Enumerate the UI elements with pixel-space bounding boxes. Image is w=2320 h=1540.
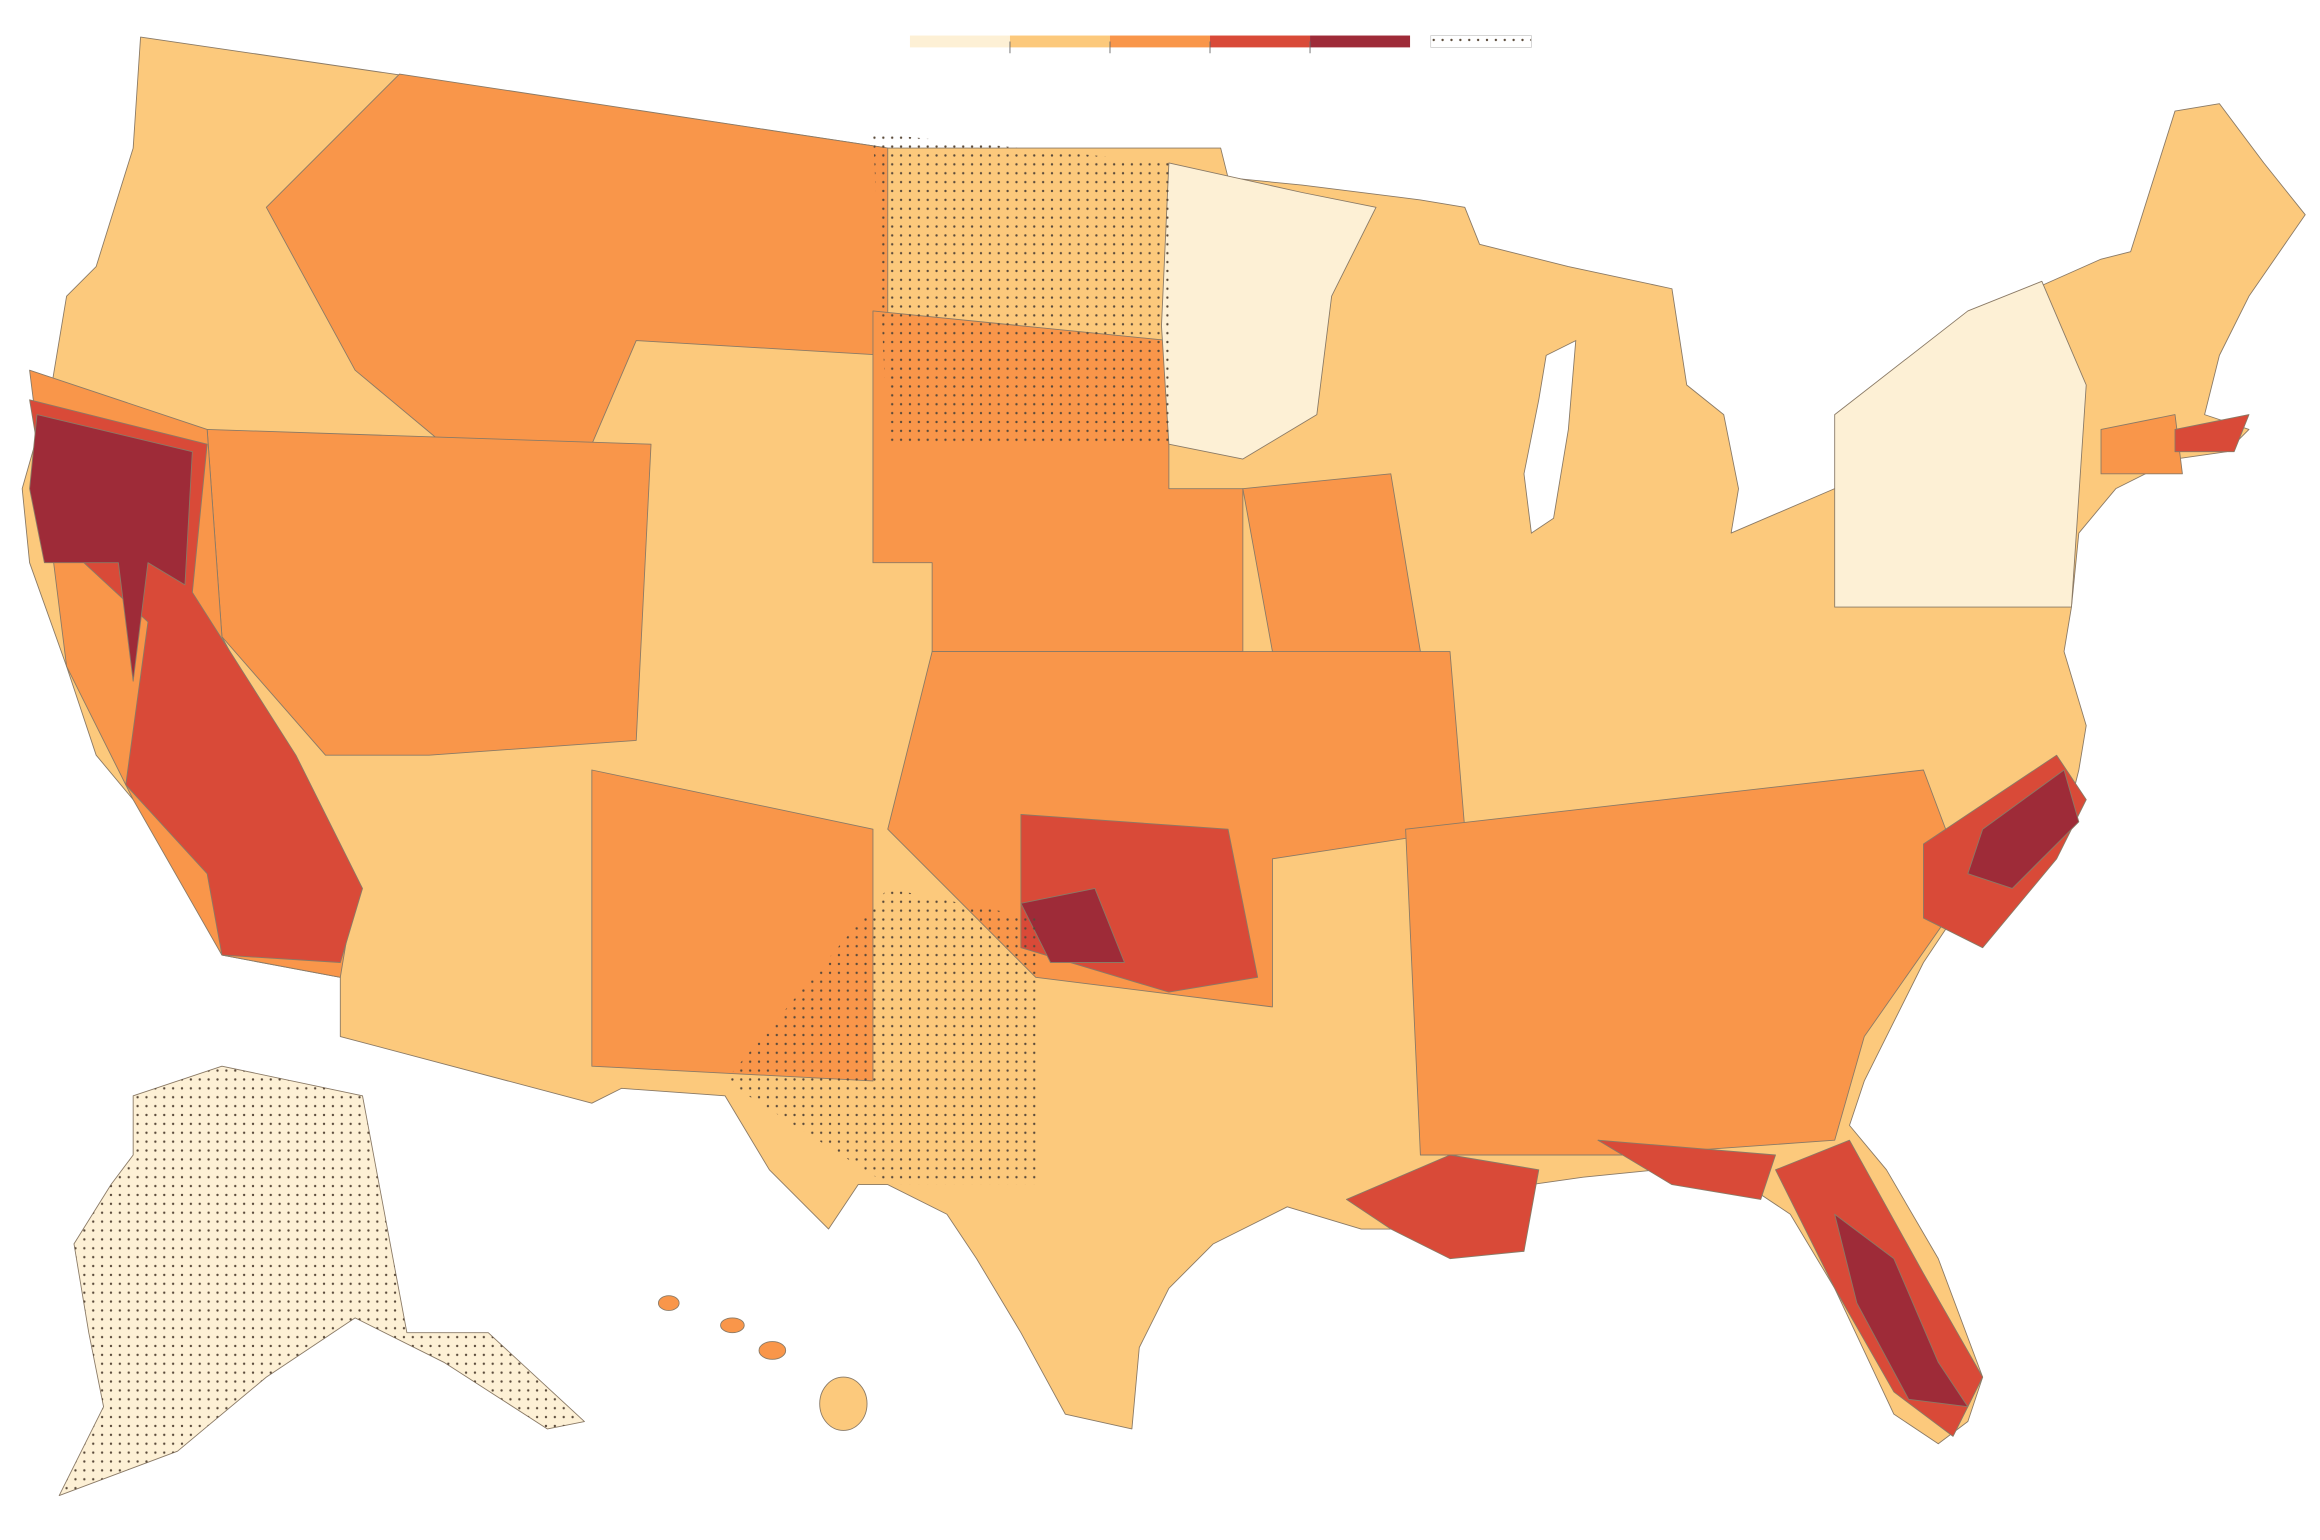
hawaii-island <box>657 1295 680 1311</box>
legend-swatch <box>1009 35 1110 48</box>
region-northern-california <box>29 414 193 682</box>
region-louisiana-coast <box>1345 1154 1540 1260</box>
region-massachusetts <box>2174 414 2250 453</box>
hawaii-island <box>758 1341 787 1360</box>
legend-swatch <box>1210 35 1311 48</box>
region-midwest <box>1242 473 1421 652</box>
no-data-dakotas <box>872 133 1169 445</box>
lake-michigan <box>1523 339 1577 534</box>
region-central-oklahoma <box>1020 888 1125 963</box>
region-new-york-pennsylvania <box>1834 280 2087 608</box>
hawaii-island <box>720 1317 745 1334</box>
region-gulf-coast <box>1597 1139 1776 1200</box>
legend-swatch <box>1109 35 1211 48</box>
region-new-england <box>2100 414 2183 475</box>
alaska-no-data <box>59 1066 585 1496</box>
region-north-carolina <box>1967 769 2080 889</box>
region-southeast <box>1405 769 1969 1156</box>
hawaii-island <box>819 1376 868 1431</box>
no-data-west-texas <box>725 888 1036 1185</box>
legend-swatch <box>909 35 1010 48</box>
legend-no-data-swatch <box>1430 35 1532 48</box>
legend-swatch <box>1310 35 1411 48</box>
region-south-florida <box>1834 1213 1969 1408</box>
legend <box>909 35 1411 54</box>
regions <box>21 36 2306 1497</box>
